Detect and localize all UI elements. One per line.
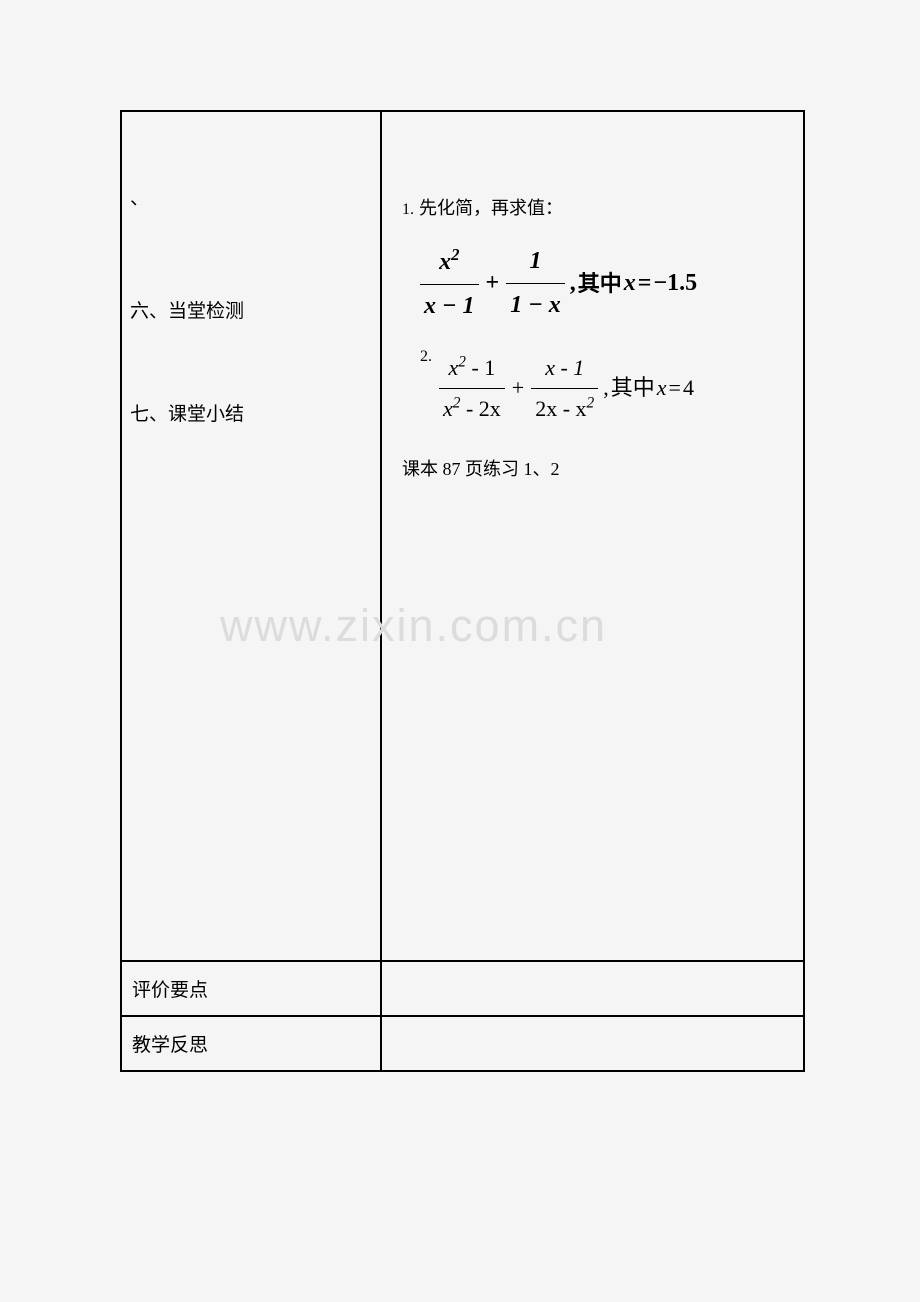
plus-sign-2: + [512, 368, 524, 408]
equals-1: = [638, 262, 652, 305]
value-2: 4 [683, 368, 694, 408]
lesson-table: 、 六、当堂检测 七、课堂小结 1. 先化简，再求值： x2 x − 1 + [120, 110, 805, 1072]
plus-sign: + [486, 262, 500, 305]
comma: , [570, 262, 576, 305]
book-reference: 课本 87 页练习 1、2 [402, 453, 803, 485]
problem-2-label: 2. [420, 343, 432, 372]
reflect-content-cell [381, 1016, 804, 1071]
problem-2-math: 2. x2 - 1 x2 - 2x + x - 1 2x - x2 , 其中 x [402, 348, 803, 428]
equals-2: = [669, 368, 681, 408]
fraction-2: 1 1 − x [506, 240, 565, 327]
eval-row: 评价要点 [121, 961, 804, 1016]
section-7-label: 七、课堂小结 [130, 388, 380, 441]
qizhong-2: 其中 [611, 368, 655, 408]
left-column-content: 、 六、当堂检测 七、课堂小结 [122, 112, 380, 442]
fraction-4: x - 1 2x - x2 [531, 348, 598, 428]
qizhong-1: 其中 [578, 264, 622, 304]
right-column-content: 1. 先化简，再求值： x2 x − 1 + 1 1 − x , 其中 [382, 112, 803, 486]
value-1: −1.5 [653, 262, 697, 305]
problem-1-label: 1. [402, 201, 414, 218]
problem-1-math: x2 x − 1 + 1 1 − x , 其中 x = −1.5 [402, 240, 803, 328]
problem-1-text: 1. 先化简，再求值： [402, 192, 803, 225]
reflect-row: 教学反思 [121, 1016, 804, 1071]
var-x-2: x [657, 368, 667, 408]
fraction-3: x2 - 1 x2 - 2x [439, 348, 505, 428]
separator-mark: 、 [130, 172, 380, 225]
problem-1-instruction: 先化简，再求值： [419, 198, 563, 218]
var-x-1: x [624, 262, 636, 305]
section-6-label: 六、当堂检测 [130, 285, 380, 338]
fraction-1: x2 x − 1 [420, 240, 479, 328]
reflect-label-cell: 教学反思 [121, 1016, 381, 1071]
eval-label-cell: 评价要点 [121, 961, 381, 1016]
comma-2: , [603, 368, 609, 408]
eval-content-cell [381, 961, 804, 1016]
